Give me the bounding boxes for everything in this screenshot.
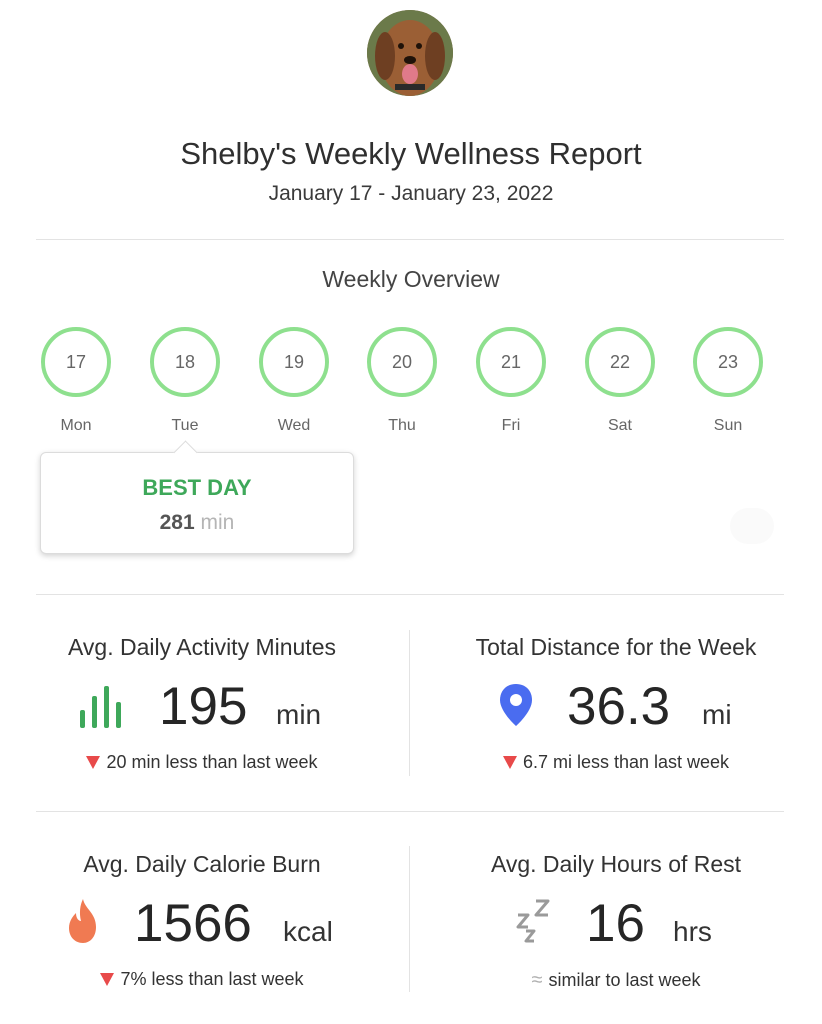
stat-unit: kcal — [283, 916, 333, 947]
report-title: Shelby's Weekly Wellness Report — [180, 136, 642, 171]
stat-value: 1566 — [134, 894, 252, 953]
stat-unit: hrs — [673, 916, 712, 947]
stat-delta: ≈ similar to last week — [430, 969, 802, 992]
best-day-value: 281 min — [41, 511, 353, 535]
stat-row: 16 hrs — [430, 891, 802, 961]
stat-delta-text: similar to last week — [548, 970, 701, 990]
approx-equal-icon: ≈ — [531, 969, 543, 991]
day-ring[interactable]: 20 — [367, 327, 437, 397]
day-number: 20 — [391, 351, 413, 372]
divider — [36, 811, 784, 812]
day-fri[interactable]: 21 Fri — [475, 327, 547, 435]
day-sat[interactable]: 22 Sat — [584, 327, 656, 435]
stat-unit: mi — [702, 699, 732, 730]
stat-delta-text: 6.7 mi less than last week — [522, 752, 730, 772]
flame-icon — [69, 899, 96, 943]
stat-unit: min — [276, 699, 322, 730]
best-day-unit: min — [200, 511, 235, 534]
stat-delta-text: 20 min less than last week — [106, 752, 318, 772]
faint-indicator — [730, 508, 774, 544]
stat-delta: 7% less than last week — [16, 969, 388, 990]
day-sun[interactable]: 23 Sun — [692, 327, 764, 435]
day-label: Wed — [277, 417, 311, 434]
stat-calories: Avg. Daily Calorie Burn 1566 kcal 7% les… — [16, 851, 388, 989]
day-label: Fri — [501, 417, 521, 434]
day-wed[interactable]: 19 Wed — [258, 327, 330, 435]
bar-chart-icon — [80, 686, 121, 728]
report-date-range: January 17 - January 23, 2022 — [268, 182, 554, 205]
day-ring[interactable]: 23 — [693, 327, 763, 397]
map-pin-icon — [500, 684, 532, 726]
down-arrow-icon — [100, 973, 115, 986]
stat-title: Avg. Daily Hours of Rest — [490, 851, 742, 877]
stat-value: 195 — [159, 677, 248, 736]
divider — [36, 594, 784, 595]
stat-value: 36.3 — [567, 677, 671, 736]
stat-delta: 20 min less than last week — [16, 752, 388, 773]
day-label: Tue — [171, 417, 199, 434]
best-day-tooltip: BEST DAY 281 min — [40, 452, 354, 554]
stat-delta: 6.7 mi less than last week — [430, 752, 802, 773]
day-ring[interactable]: 18 — [150, 327, 220, 397]
day-mon[interactable]: 17 Mon — [40, 327, 112, 435]
day-tue[interactable]: 18 Tue — [149, 327, 221, 435]
stat-row: 36.3 mi — [430, 674, 802, 744]
stat-row: 195 min — [16, 674, 388, 744]
stat-title: Total Distance for the Week — [475, 634, 757, 660]
stat-row: 1566 kcal — [16, 891, 388, 961]
vertical-divider — [409, 846, 410, 992]
stat-title: Avg. Daily Activity Minutes — [67, 634, 336, 660]
day-number: 21 — [500, 351, 522, 372]
sleep-zzz-icon — [516, 899, 550, 943]
day-label: Sat — [607, 417, 632, 434]
day-number: 19 — [283, 351, 305, 372]
day-number: 23 — [717, 351, 739, 372]
down-arrow-icon — [502, 756, 517, 769]
weekly-overview-title: Weekly Overview — [322, 266, 500, 292]
weekly-day-list: 17 Mon 18 Tue 19 Wed 20 Thu 21 Fri 22 Sa… — [0, 327, 822, 437]
day-label: Thu — [388, 417, 416, 434]
dog-icon — [367, 10, 453, 96]
divider — [36, 239, 784, 240]
stat-value: 16 — [586, 894, 645, 953]
day-ring[interactable]: 17 — [41, 327, 111, 397]
day-ring[interactable]: 21 — [476, 327, 546, 397]
stat-delta-text: 7% less than last week — [120, 969, 304, 989]
best-day-label: BEST DAY — [142, 475, 252, 500]
stat-distance: Total Distance for the Week 36.3 mi 6.7 … — [430, 634, 802, 772]
dog-avatar — [367, 10, 453, 96]
best-day-minutes: 281 — [159, 511, 195, 534]
day-number: 22 — [609, 351, 631, 372]
vertical-divider — [409, 630, 410, 776]
day-ring[interactable]: 22 — [585, 327, 655, 397]
day-thu[interactable]: 20 Thu — [366, 327, 438, 435]
stat-rest: Avg. Daily Hours of Rest 16 hrs ≈ similar… — [430, 851, 802, 991]
day-ring[interactable]: 19 — [259, 327, 329, 397]
down-arrow-icon — [86, 756, 101, 769]
stat-title: Avg. Daily Calorie Burn — [83, 851, 321, 877]
day-label: Sun — [713, 417, 743, 434]
day-label: Mon — [60, 417, 92, 434]
stat-activity: Avg. Daily Activity Minutes 195 min 20 m… — [16, 634, 388, 772]
day-number: 17 — [65, 351, 87, 372]
day-number: 18 — [174, 351, 196, 372]
